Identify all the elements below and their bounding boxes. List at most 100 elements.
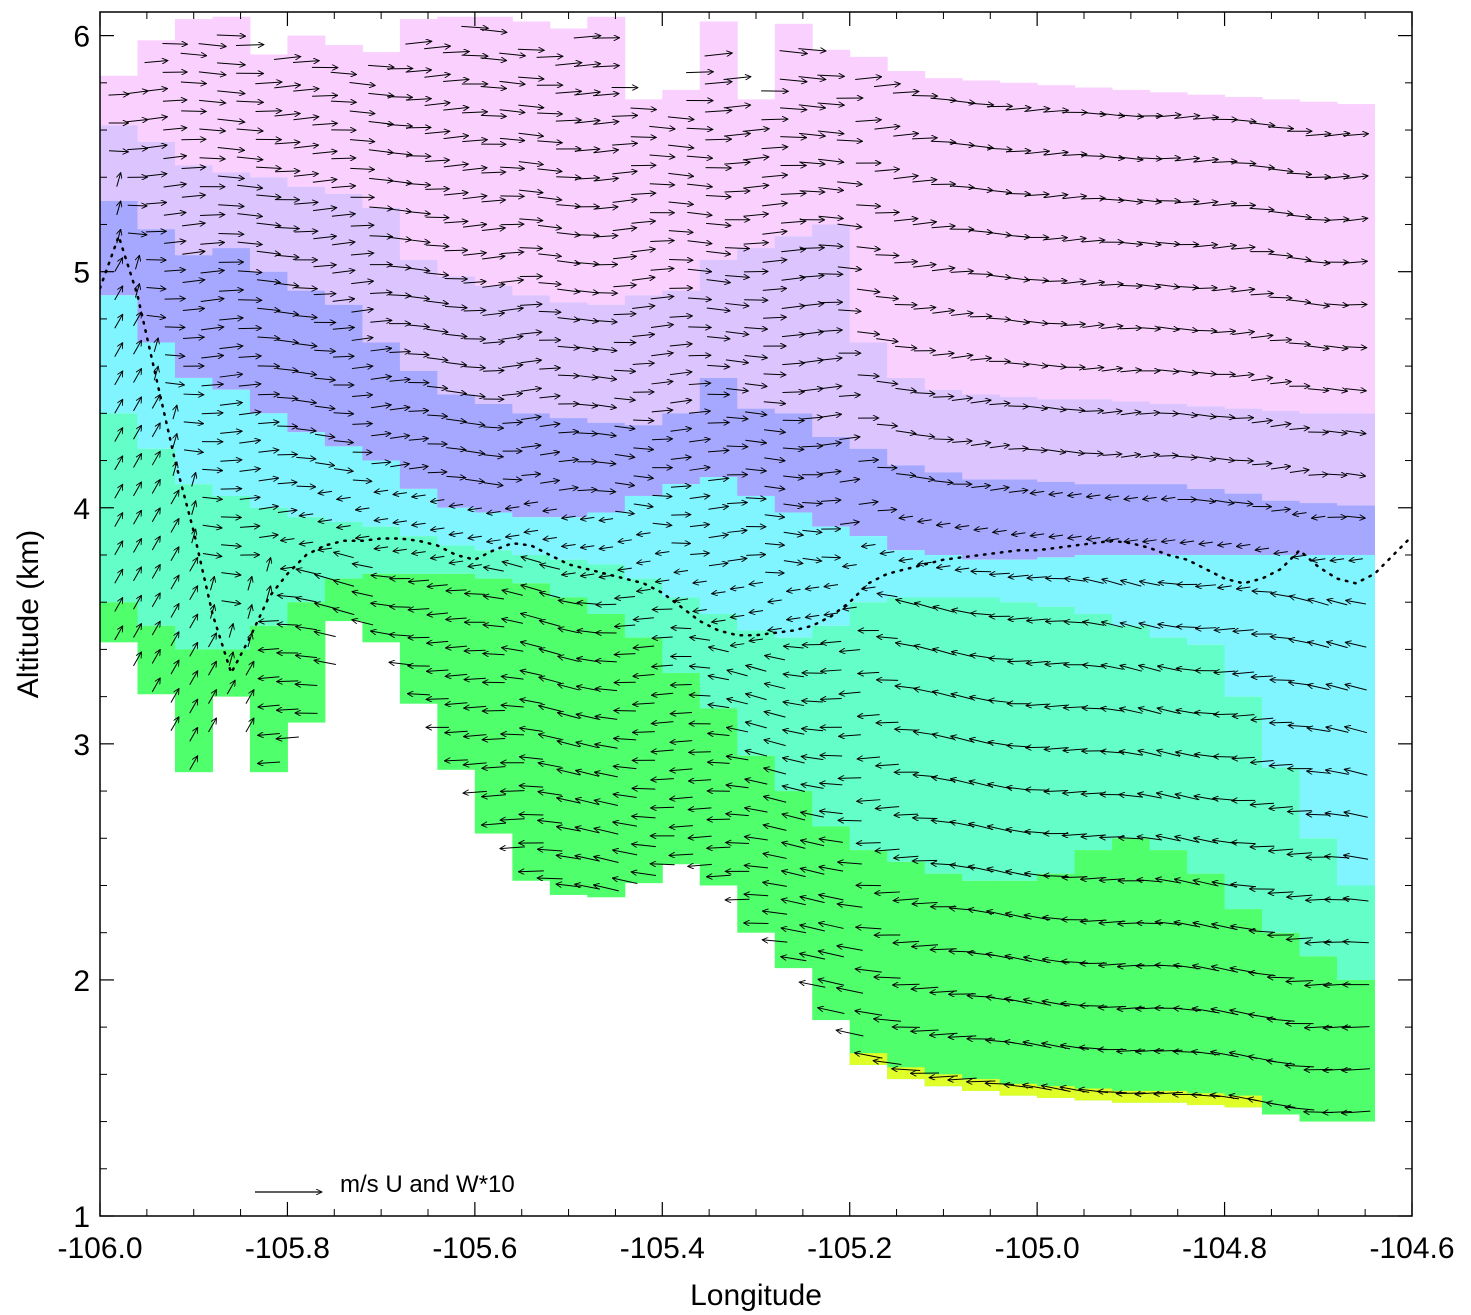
wind-vector — [593, 178, 619, 181]
wind-vector — [524, 530, 539, 532]
wind-vector — [461, 55, 489, 56]
wind-vector — [331, 186, 356, 188]
y-tick-label: 2 — [73, 965, 90, 998]
wind-vector — [182, 280, 205, 283]
wind-vector — [295, 344, 317, 347]
wind-vector — [1025, 747, 1049, 748]
wind-vector — [294, 288, 318, 289]
wind-vector — [573, 64, 601, 67]
field-cell — [812, 526, 851, 626]
wind-vector — [539, 649, 561, 656]
field-cell — [1299, 413, 1338, 504]
wind-vector — [332, 270, 355, 273]
wind-vector — [217, 147, 245, 150]
wind-vector — [537, 169, 563, 172]
wind-vector — [1008, 406, 1028, 407]
wind-vector — [371, 603, 392, 606]
field-cell — [1149, 403, 1188, 485]
field-cell — [1224, 696, 1263, 910]
wind-vector — [426, 386, 448, 388]
wind-vector — [502, 562, 523, 568]
field-cell — [587, 614, 626, 898]
field-cell — [174, 255, 213, 378]
wind-vector — [465, 594, 486, 595]
field-cell — [174, 649, 213, 773]
wind-vector — [408, 354, 429, 355]
wind-vector — [189, 727, 198, 742]
wind-vector — [170, 518, 179, 533]
wind-vector — [576, 319, 598, 322]
wind-vector — [219, 346, 243, 349]
wind-vector — [245, 718, 254, 733]
wind-vector — [558, 432, 578, 433]
wind-vector — [180, 53, 207, 55]
wind-vector — [146, 287, 166, 288]
wind-vector — [313, 208, 337, 211]
wind-vector — [217, 119, 245, 122]
wind-vector — [114, 484, 123, 499]
field-cell — [249, 625, 288, 773]
wind-vector — [463, 791, 487, 793]
field-cell — [1337, 413, 1376, 506]
field-cell — [399, 536, 438, 574]
wind-vector — [502, 619, 524, 624]
wind-vector — [501, 648, 524, 652]
field-cell — [924, 389, 963, 473]
field-cell — [887, 465, 926, 551]
field-cell — [962, 80, 1001, 395]
wind-vector — [276, 340, 298, 343]
field-cell — [624, 578, 663, 638]
wind-vector — [183, 337, 204, 338]
wind-vector — [276, 312, 298, 315]
wind-vector — [151, 395, 160, 409]
wind-vector — [292, 61, 319, 63]
wind-vector — [192, 529, 196, 544]
wind-vector — [277, 681, 299, 682]
wind-vector — [350, 225, 374, 226]
field-cell — [212, 172, 251, 249]
field-cell — [624, 495, 663, 579]
wind-vector — [163, 156, 186, 159]
field-cell — [887, 550, 926, 598]
wind-vector — [202, 525, 222, 528]
field-cell — [437, 545, 476, 574]
wind-vector — [464, 678, 486, 679]
wind-vector — [390, 464, 409, 467]
wind-vector — [555, 63, 581, 66]
wind-vector — [236, 129, 264, 131]
wind-vector — [389, 435, 410, 438]
wind-vector — [876, 722, 899, 723]
field-cell-yellow — [962, 1079, 1001, 1091]
wind-vector — [256, 251, 281, 254]
field-cell — [624, 295, 663, 426]
wind-vector — [374, 547, 389, 549]
wind-vector — [612, 878, 638, 885]
field-cell — [737, 408, 776, 496]
wind-vector — [613, 794, 637, 797]
wind-vector — [744, 923, 769, 924]
wind-vector — [117, 173, 121, 187]
field-cell — [924, 597, 963, 874]
wind-vector — [444, 250, 468, 251]
color-field — [100, 16, 1376, 1122]
x-tick-label: -105.0 — [995, 1232, 1080, 1265]
wind-vector — [133, 595, 141, 610]
wind-vector — [237, 271, 262, 273]
wind-vector — [443, 164, 469, 167]
wind-vector — [296, 627, 317, 630]
wind-vector — [337, 526, 351, 528]
wind-vector — [518, 871, 544, 872]
wind-vector — [500, 819, 525, 820]
wind-vector — [182, 223, 205, 226]
wind-vector — [518, 77, 544, 79]
field-cell — [100, 602, 138, 643]
wind-vector — [208, 690, 216, 704]
wind-vector — [483, 483, 503, 486]
wind-vector — [151, 480, 160, 494]
wind-vector — [248, 605, 252, 619]
field-cell — [699, 377, 738, 478]
wind-vector — [208, 633, 216, 648]
wind-vector — [406, 211, 431, 213]
wind-vector — [521, 557, 542, 564]
field-cell — [1337, 505, 1376, 555]
